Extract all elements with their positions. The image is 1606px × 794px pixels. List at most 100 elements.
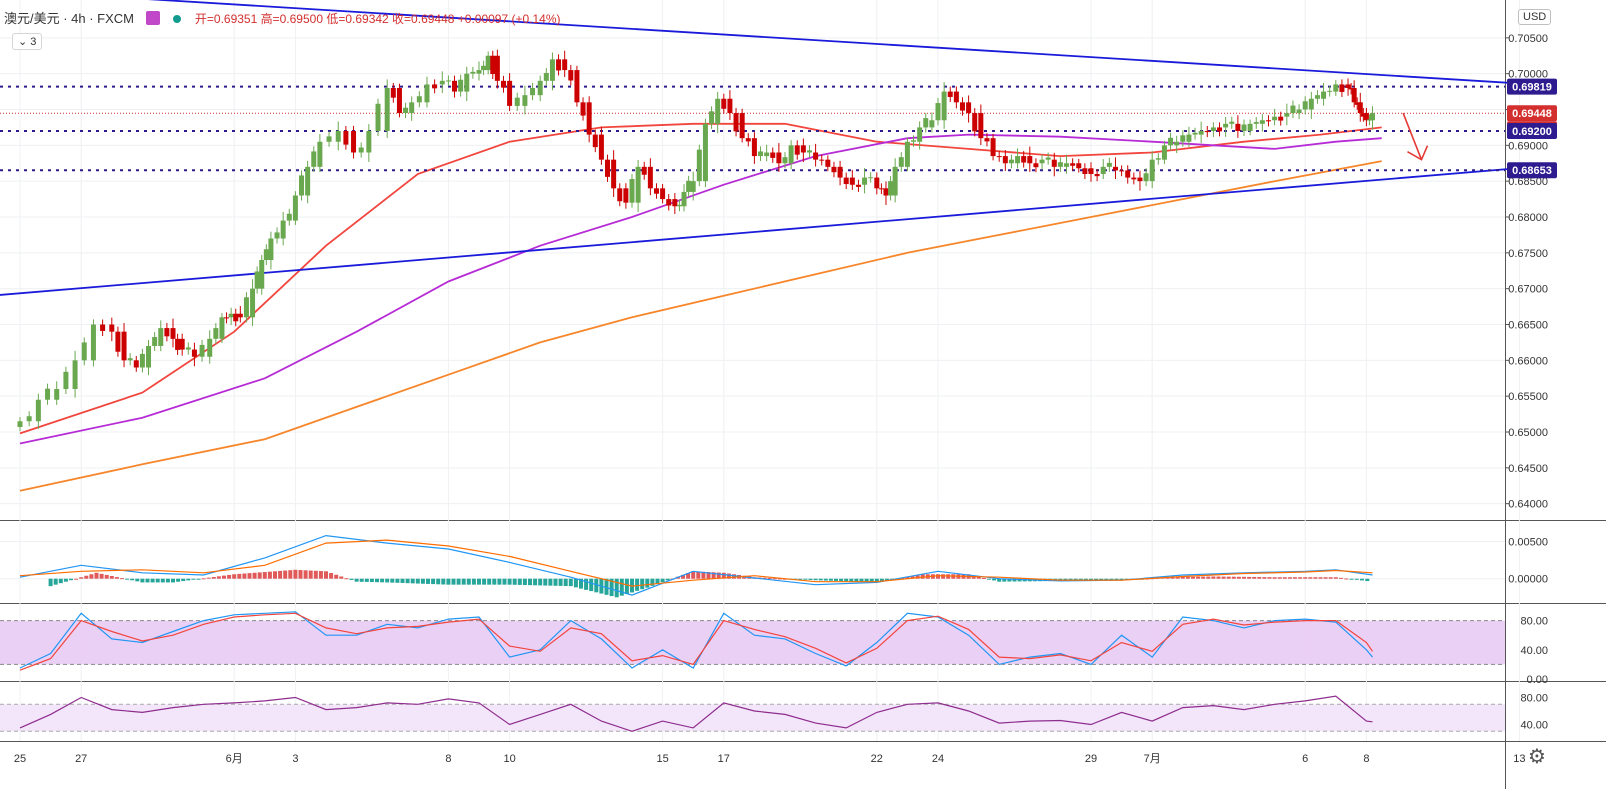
candle-body bbox=[45, 388, 51, 400]
candle-body bbox=[562, 59, 568, 71]
macd-histogram-bar bbox=[390, 578, 395, 583]
macd-histogram-bar bbox=[1349, 578, 1354, 580]
macd-histogram-bar bbox=[1293, 577, 1297, 579]
candle-body bbox=[358, 147, 364, 153]
stochastic-band bbox=[0, 620, 1505, 665]
macd-histogram-bar bbox=[135, 578, 140, 582]
macd-histogram-bar bbox=[125, 578, 130, 580]
candle-body bbox=[292, 195, 298, 221]
macd-histogram-bar bbox=[828, 578, 833, 581]
candle-body bbox=[1112, 166, 1118, 171]
x-tick-label: 25 bbox=[14, 753, 26, 765]
candle-body bbox=[611, 159, 617, 189]
candle-body bbox=[1174, 141, 1180, 146]
indicator-count: 3 bbox=[30, 36, 37, 48]
settings-gear-icon[interactable]: ⚙ bbox=[1528, 746, 1546, 768]
macd-histogram-bar bbox=[497, 578, 502, 585]
macd-histogram-bar bbox=[252, 572, 257, 579]
macd-histogram-bar bbox=[818, 578, 823, 581]
candle-body bbox=[199, 344, 205, 357]
macd-histogram-bar bbox=[936, 574, 940, 579]
candle-body bbox=[672, 199, 678, 207]
macd-histogram-bar bbox=[981, 577, 986, 579]
macd-histogram-bar bbox=[436, 578, 441, 585]
candle-body bbox=[1057, 162, 1063, 167]
candle-body bbox=[888, 181, 894, 196]
y-tick-label: 0.67000 bbox=[1508, 284, 1548, 296]
macd-histogram-bar bbox=[874, 578, 879, 583]
candle-body bbox=[1308, 98, 1314, 110]
macd-histogram-bar bbox=[145, 578, 150, 583]
macd-histogram-bar bbox=[99, 573, 104, 579]
macd-histogram-bar bbox=[227, 574, 232, 579]
y-tick-label: 40.00 bbox=[1520, 720, 1548, 732]
candle-body bbox=[978, 113, 984, 139]
candle-body bbox=[127, 358, 133, 361]
candle-body bbox=[605, 159, 611, 177]
candle-body bbox=[1302, 101, 1308, 110]
candle-body bbox=[911, 140, 917, 142]
candle-body bbox=[1027, 156, 1033, 164]
macd-histogram-bar bbox=[293, 569, 298, 579]
symbol-title[interactable]: 澳元/美元 · 4h · FXCM bbox=[4, 11, 135, 26]
y-tick-label: 0.67500 bbox=[1508, 248, 1548, 260]
macd-histogram-bar bbox=[1236, 576, 1241, 579]
macd-histogram-bar bbox=[915, 575, 920, 579]
candle-body bbox=[1327, 90, 1333, 92]
macd-histogram-bar bbox=[1221, 576, 1226, 579]
macd-histogram-bar bbox=[120, 578, 124, 580]
y-tick-label: 40.00 bbox=[1520, 645, 1548, 657]
forecast-arrow bbox=[1402, 112, 1423, 160]
macd-histogram-bar bbox=[640, 578, 645, 590]
candle-body bbox=[635, 166, 641, 203]
candle-body bbox=[268, 238, 274, 260]
candle-body bbox=[286, 213, 292, 221]
macd-histogram-bar bbox=[507, 578, 512, 585]
candle-body bbox=[72, 360, 78, 389]
macd-histogram-bar bbox=[114, 577, 119, 579]
candle-body bbox=[263, 249, 269, 260]
candle-body bbox=[690, 181, 696, 192]
candle-body bbox=[530, 88, 536, 96]
indicator-collapse-button[interactable]: ⌄ 3 bbox=[12, 33, 43, 50]
candle-body bbox=[1363, 113, 1369, 121]
level-price-label-bg bbox=[1507, 78, 1557, 95]
macd-histogram-bar bbox=[1344, 578, 1349, 580]
candle-body bbox=[343, 131, 349, 145]
macd-histogram-bar bbox=[104, 574, 109, 579]
level-price-label: 0.69819 bbox=[1512, 82, 1552, 94]
candle-body bbox=[709, 111, 715, 124]
candle-body bbox=[1235, 123, 1241, 131]
candle-body bbox=[1339, 84, 1345, 92]
macd-histogram-bar bbox=[206, 577, 211, 579]
macd-histogram-bar bbox=[910, 576, 915, 579]
macd-histogram-bar bbox=[772, 578, 777, 580]
macd-histogram-bar bbox=[849, 578, 854, 582]
macd-histogram-bar bbox=[854, 578, 859, 582]
macd-histogram-bar bbox=[609, 578, 614, 597]
macd-histogram-bar bbox=[165, 578, 170, 583]
candle-body bbox=[170, 328, 176, 339]
candle-body bbox=[598, 134, 604, 160]
candle-body bbox=[1082, 168, 1088, 174]
macd-histogram-bar bbox=[298, 570, 303, 579]
candle-body bbox=[494, 55, 500, 81]
currency-button[interactable]: USD bbox=[1518, 9, 1552, 25]
trendline-lower bbox=[0, 165, 1535, 296]
candle-body bbox=[133, 360, 139, 368]
moving-average-line bbox=[19, 160, 1382, 492]
candle-body bbox=[941, 91, 947, 121]
candle-body bbox=[617, 188, 623, 202]
macd-histogram-bar bbox=[109, 575, 114, 579]
macd-histogram-bar bbox=[558, 578, 563, 586]
macd-signal-line bbox=[19, 539, 1373, 587]
macd-histogram-bar bbox=[1354, 578, 1359, 580]
macd-histogram-bar bbox=[53, 578, 58, 585]
candle-body bbox=[653, 188, 659, 194]
macd-histogram-bar bbox=[171, 578, 175, 583]
candle-body bbox=[883, 188, 889, 196]
candle-body bbox=[892, 166, 898, 196]
macd-histogram-bar bbox=[665, 578, 670, 581]
